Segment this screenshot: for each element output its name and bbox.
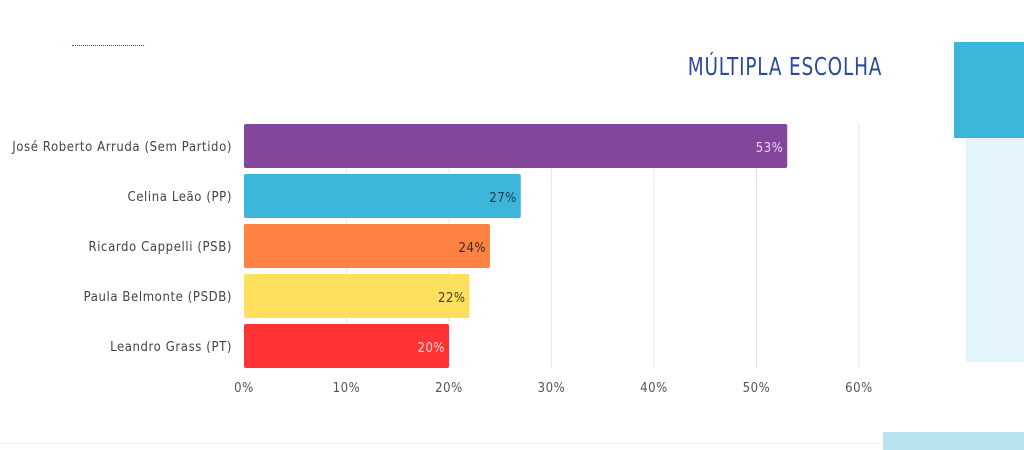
chart-title: MÚLTIPLA ESCOLHA	[687, 52, 882, 81]
bar	[244, 174, 521, 218]
x-tick-label: 10%	[333, 381, 361, 396]
x-tick-label: 30%	[538, 381, 566, 396]
category-label: Leandro Grass (PT)	[110, 340, 232, 355]
bar	[244, 124, 788, 168]
data-label: 53%	[756, 141, 784, 156]
x-tick-label: 0%	[234, 381, 254, 396]
x-tick-label: 20%	[435, 381, 463, 396]
x-tick-label: 40%	[640, 381, 668, 396]
data-label: 27%	[489, 191, 517, 206]
data-label: 24%	[459, 241, 487, 256]
teal-block-decoration	[954, 42, 1024, 138]
bar	[244, 224, 490, 268]
x-tick-label: 50%	[743, 381, 771, 396]
light-panel-decoration	[966, 138, 1024, 362]
data-label: 22%	[438, 291, 466, 306]
x-tick-label: 60%	[845, 381, 873, 396]
dotted-line-decoration	[72, 45, 144, 46]
category-label: José Roberto Arruda (Sem Partido)	[11, 140, 232, 155]
bottom-line-decoration	[0, 443, 1024, 444]
category-label: Celina Leão (PP)	[127, 190, 232, 205]
bar	[244, 274, 470, 318]
category-label: Paula Belmonte (PSDB)	[84, 290, 232, 305]
bottom-strip-decoration	[883, 432, 1024, 450]
data-label: 20%	[418, 341, 446, 356]
bar	[244, 324, 449, 368]
category-label: Ricardo Cappelli (PSB)	[88, 240, 232, 255]
